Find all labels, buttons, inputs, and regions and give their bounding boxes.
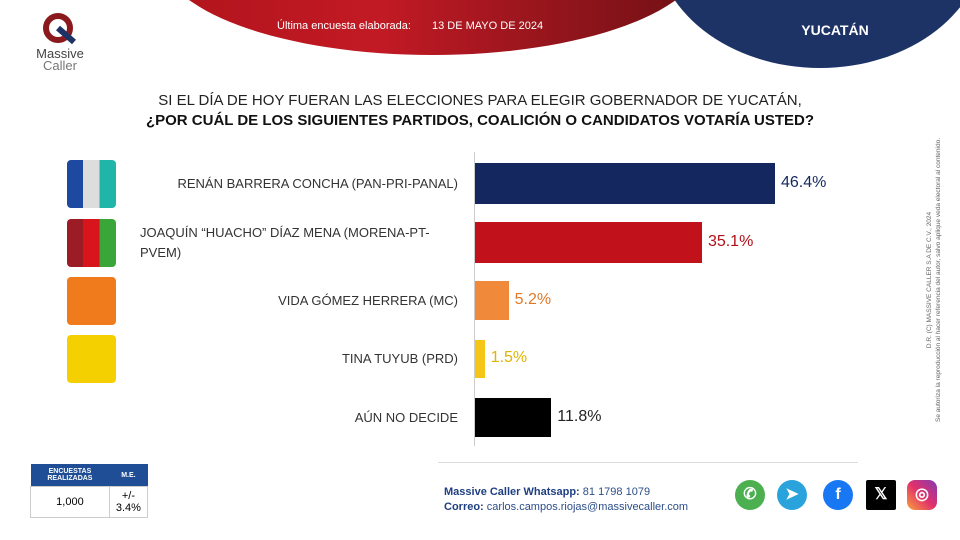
massive-caller-logo: Massive Caller bbox=[30, 12, 90, 72]
bar-label: TINA TUYUB (PRD) bbox=[341, 351, 458, 366]
stats-table: ENCUESTAS REALIZADAS M.E. 1,000 +/- 3.4% bbox=[30, 464, 149, 518]
survey-date: 13 DE MAYO DE 2024 bbox=[432, 20, 544, 32]
bar-label: RENÁN BARRERA CONCHA (PAN-PRI-PANAL) bbox=[177, 175, 458, 191]
bar-label: VIDA GÓMEZ HERRERA (MC) bbox=[278, 292, 458, 308]
legal-line-2: Se autoriza la reproducción al hacer ref… bbox=[935, 138, 942, 423]
instagram-icon[interactable]: ◎ bbox=[907, 480, 937, 510]
whatsapp-icon[interactable]: ✆ bbox=[735, 480, 765, 510]
bar-value-label: 1.5% bbox=[490, 349, 528, 366]
party-logo-1 bbox=[67, 218, 116, 267]
logo-text-1: Massive bbox=[36, 46, 84, 61]
email-address[interactable]: carlos.campos.riojas@massivecaller.com bbox=[483, 501, 689, 513]
chart-axis bbox=[474, 152, 475, 446]
bar-value-label: 46.4% bbox=[781, 173, 827, 191]
stats-surveys-value: 1,000 bbox=[30, 486, 110, 518]
party-logo-0 bbox=[67, 159, 116, 208]
bar bbox=[475, 281, 509, 320]
bar-value-label: 5.2% bbox=[514, 290, 552, 308]
footer-divider bbox=[438, 462, 858, 463]
logo-text-2: Caller bbox=[43, 58, 77, 73]
bar-value-label: 35.1% bbox=[707, 232, 754, 250]
email-label: Correo: bbox=[444, 501, 484, 513]
party-logo-2 bbox=[67, 276, 116, 325]
legal-notice: D.R. (C) MASSIVE CALLER S.A DE C.V., 202… bbox=[925, 110, 955, 450]
bar-value-label: 11.8% bbox=[557, 407, 602, 425]
stats-me-value: +/- 3.4% bbox=[108, 486, 149, 518]
state-name: YUCATÁN bbox=[801, 22, 869, 38]
bar bbox=[475, 163, 775, 204]
bar-label: JOAQUÍN “HUACHO” DÍAZ MENA (MORENA-PT-PV… bbox=[140, 224, 430, 260]
whatsapp-contact: Massive Caller Whatsapp: 81 1798 1079 bbox=[444, 486, 650, 498]
party-logo-3 bbox=[67, 335, 116, 383]
question-line-2: ¿POR CUÁL DE LOS SIGUIENTES PARTIDOS, CO… bbox=[145, 112, 815, 129]
bar-label: AÚN NO DECIDE bbox=[354, 409, 458, 425]
whatsapp-label: Massive Caller Whatsapp: bbox=[444, 486, 580, 498]
whatsapp-number: 81 1798 1079 bbox=[579, 486, 651, 498]
legal-line-1: D.R. (C) MASSIVE CALLER S.A DE C.V., 202… bbox=[926, 211, 933, 349]
bar bbox=[475, 340, 485, 378]
logo-icon bbox=[43, 13, 76, 45]
stats-header-me: M.E. bbox=[109, 464, 148, 487]
telegram-icon[interactable]: ➤ bbox=[777, 480, 807, 510]
bar bbox=[475, 398, 552, 437]
question-line-1: SI EL DÍA DE HOY FUERAN LAS ELECCIONES P… bbox=[158, 92, 802, 109]
bar bbox=[475, 222, 702, 263]
facebook-icon[interactable]: f bbox=[823, 480, 853, 510]
stats-header-surveys: ENCUESTAS REALIZADAS bbox=[30, 464, 110, 487]
x-icon[interactable]: 𝕏 bbox=[866, 480, 896, 510]
survey-label: Última encuesta elaborada: bbox=[277, 20, 411, 32]
email-contact: Correo: carlos.campos.riojas@massivecall… bbox=[444, 501, 688, 513]
